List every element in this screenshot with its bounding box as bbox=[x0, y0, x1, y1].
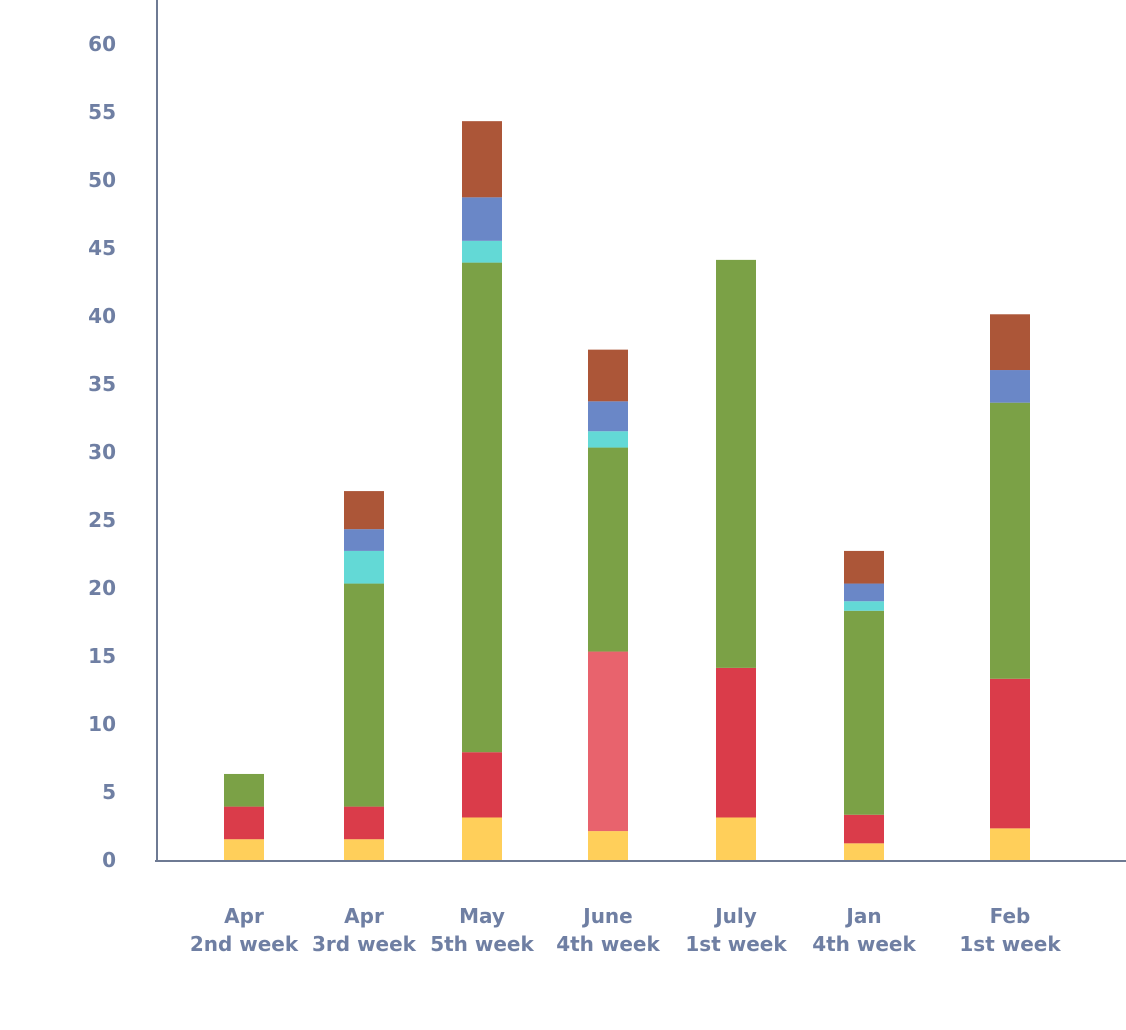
x-category-label: 3rd week bbox=[312, 932, 417, 956]
bar-segment bbox=[588, 401, 628, 432]
y-tick-label: 55 bbox=[88, 100, 116, 124]
bar-segment bbox=[588, 349, 628, 402]
y-tick-label: 0 bbox=[102, 848, 116, 872]
bar-segment bbox=[462, 817, 502, 861]
bar-segment bbox=[344, 491, 384, 530]
bar-segment bbox=[344, 529, 384, 551]
bar-segment bbox=[588, 431, 628, 448]
x-category-label: July bbox=[713, 904, 757, 928]
y-tick-label: 40 bbox=[88, 304, 116, 328]
bars-group bbox=[224, 121, 1030, 861]
x-category-label: Feb bbox=[990, 904, 1031, 928]
bar-segment bbox=[344, 806, 384, 840]
bar-segment bbox=[344, 550, 384, 584]
x-category-label: Apr bbox=[224, 904, 264, 928]
y-tick-label: 50 bbox=[88, 168, 116, 192]
x-category-label: May bbox=[459, 904, 505, 928]
y-tick-label: 30 bbox=[88, 440, 116, 464]
x-category-label: 1st week bbox=[959, 932, 1061, 956]
bar-segment bbox=[844, 843, 884, 861]
bar-segment bbox=[224, 806, 264, 840]
y-tick-label: 10 bbox=[88, 712, 116, 736]
bar-segment bbox=[716, 667, 756, 818]
y-tick-labels: 0 5 10 15 20 25 30 35 40 45 50 55 60 bbox=[88, 32, 116, 872]
bar-segment bbox=[990, 678, 1030, 829]
bar-segment bbox=[462, 121, 502, 198]
x-category-label: 4th week bbox=[556, 932, 660, 956]
bar-segment bbox=[344, 583, 384, 807]
x-category-label: Jan bbox=[844, 904, 881, 928]
bar-segment bbox=[588, 447, 628, 652]
bar-segment bbox=[844, 550, 884, 584]
bar-segment bbox=[844, 814, 884, 844]
bar-segment bbox=[716, 817, 756, 861]
bar-segment bbox=[844, 610, 884, 815]
bar-segment bbox=[588, 831, 628, 861]
x-category-label: Apr bbox=[344, 904, 384, 928]
y-tick-label: 60 bbox=[88, 32, 116, 56]
x-category-label: 1st week bbox=[685, 932, 787, 956]
y-tick-label: 15 bbox=[88, 644, 116, 668]
bar-segment bbox=[588, 651, 628, 832]
bar-segment bbox=[462, 752, 502, 818]
bar-segment bbox=[990, 314, 1030, 371]
bar-segment bbox=[844, 601, 884, 611]
y-tick-label: 20 bbox=[88, 576, 116, 600]
bar-segment bbox=[716, 259, 756, 668]
x-category-label: 4th week bbox=[812, 932, 916, 956]
bar-segment bbox=[462, 262, 502, 753]
y-tick-label: 35 bbox=[88, 372, 116, 396]
x-category-label: June bbox=[581, 904, 632, 928]
y-tick-label: 45 bbox=[88, 236, 116, 260]
y-tick-label: 5 bbox=[102, 780, 116, 804]
x-category-label: 2nd week bbox=[190, 932, 299, 956]
bar-segment bbox=[990, 370, 1030, 403]
bar-segment bbox=[224, 773, 264, 807]
bar-segment bbox=[990, 828, 1030, 861]
bar-segment bbox=[462, 240, 502, 263]
x-category-label: 5th week bbox=[430, 932, 534, 956]
y-tick-label: 25 bbox=[88, 508, 116, 532]
bar-segment bbox=[844, 583, 884, 602]
bar-segment bbox=[224, 839, 264, 861]
bar-segment bbox=[344, 839, 384, 861]
bar-segment bbox=[990, 402, 1030, 679]
x-category-labels: Apr 2nd week Apr 3rd week May 5th week June 4th… bbox=[190, 904, 1061, 956]
bar-segment bbox=[462, 197, 502, 241]
